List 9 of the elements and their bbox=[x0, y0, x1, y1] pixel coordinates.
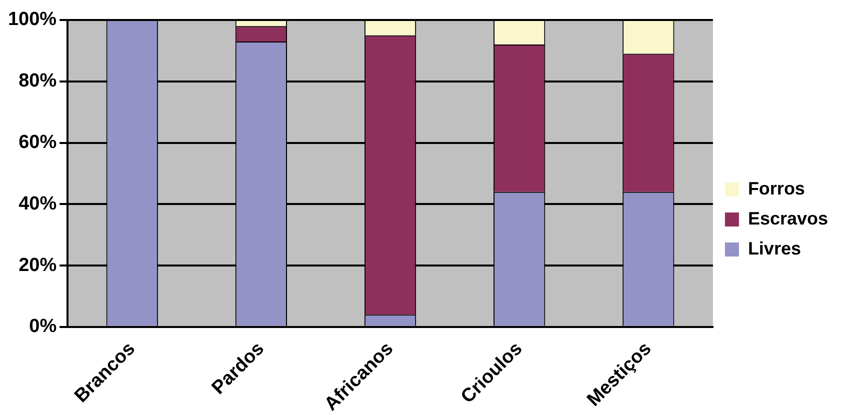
y-tick-label: 60% bbox=[18, 132, 57, 153]
legend-label: Livres bbox=[748, 238, 801, 258]
y-tick-label: 20% bbox=[18, 254, 57, 276]
legend-label: Escravos bbox=[748, 208, 828, 228]
y-tick-label: 0% bbox=[29, 316, 57, 338]
y-tick-label: 80% bbox=[18, 70, 57, 92]
y-tick-label: 100% bbox=[8, 9, 57, 30]
y-tick-label: 40% bbox=[18, 193, 57, 214]
legend-label: Forros bbox=[748, 178, 805, 198]
